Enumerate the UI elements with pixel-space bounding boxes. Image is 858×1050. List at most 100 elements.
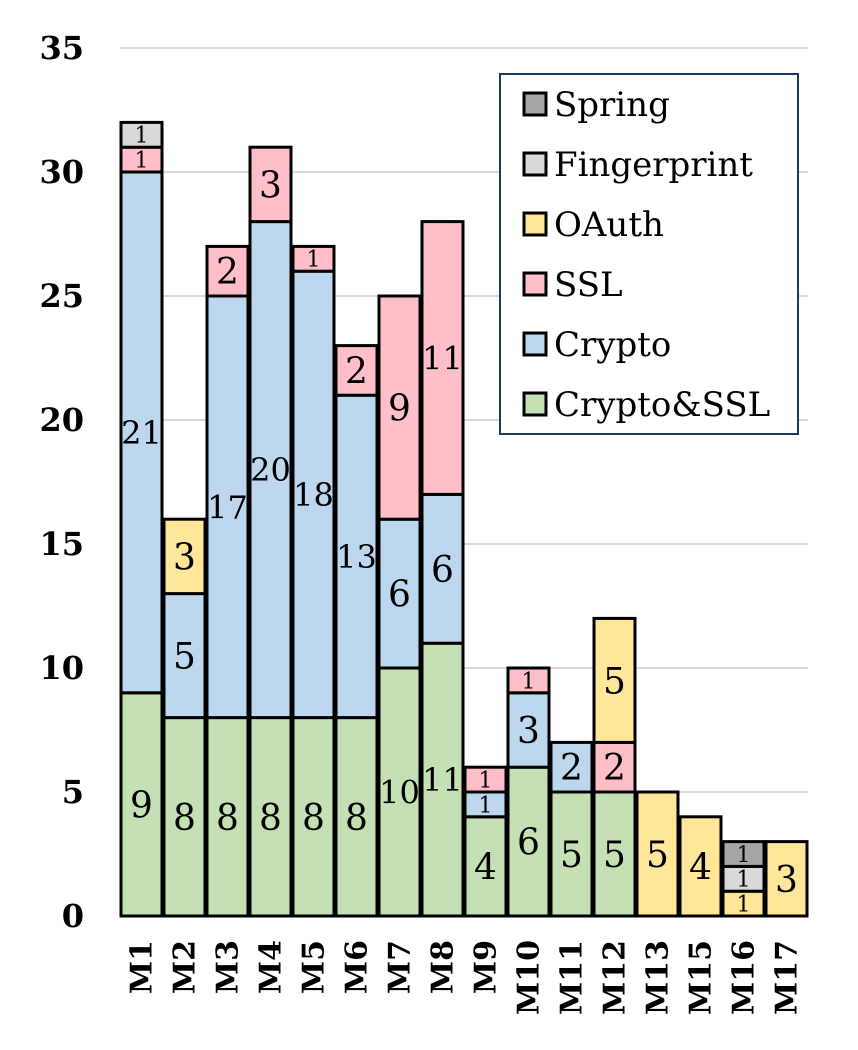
- y-tick-label: 5: [62, 773, 84, 811]
- x-tick-label: M16: [727, 940, 762, 1015]
- y-tick-label: 15: [39, 525, 84, 563]
- data-label: 17: [207, 488, 248, 526]
- data-label: 1: [479, 793, 493, 818]
- data-label: 5: [173, 637, 196, 678]
- data-label: 1: [307, 248, 321, 273]
- bar-segment: [248, 220, 293, 720]
- bars: 9211185381728203818181321069116114116315…: [119, 120, 809, 918]
- bar-segment: [463, 765, 508, 794]
- bar-segment: [549, 790, 594, 918]
- data-label: 2: [345, 351, 368, 392]
- legend: Spring Fingerprint OAuth SSL Crypto Crypto&SS…: [499, 73, 799, 435]
- bar-stack-m1: 9 21 11: [119, 120, 164, 918]
- x-axis-ticks: M1 M2 M3 M4 M5 M6 M7 M8 M9 M10 M11 M12 M13 M15 M16 M17: [125, 940, 805, 1015]
- bar-stack-m3: 8 17 2: [205, 244, 250, 918]
- data-label: 6: [388, 575, 411, 616]
- bar-segment: [119, 170, 164, 695]
- bar-stack-m2: 8 5 3: [162, 517, 207, 918]
- bar-segment: [205, 244, 250, 298]
- bar-segment: [592, 740, 637, 794]
- data-label: 10: [379, 774, 420, 812]
- data-label: 5: [603, 661, 626, 702]
- data-label: 1: [135, 124, 149, 149]
- legend-swatch: [522, 151, 548, 177]
- data-label: 9: [130, 785, 153, 826]
- y-tick-label: 30: [39, 153, 84, 191]
- bar-stack-m7: 10 6 9: [377, 294, 422, 918]
- legend-item: OAuth: [522, 205, 664, 245]
- bar-segment: [764, 840, 809, 918]
- x-tick-label: M10: [512, 940, 547, 1015]
- data-label: 13: [336, 538, 377, 576]
- data-label: 2: [216, 252, 239, 293]
- bar-segment: [420, 220, 465, 496]
- data-label: 2: [603, 748, 626, 789]
- bar-stack-m10: 6 3 1: [506, 666, 551, 918]
- bar-segment: [420, 641, 465, 918]
- legend-label: Fingerprint: [554, 145, 753, 185]
- data-label: 3: [259, 165, 282, 206]
- bar-stack-m11: 52: [549, 740, 594, 918]
- data-label: 20: [250, 451, 291, 489]
- x-tick-label: M5: [297, 940, 332, 994]
- data-label: 5: [603, 835, 626, 876]
- data-label: 8: [216, 798, 239, 839]
- data-label: 6: [517, 823, 540, 864]
- x-tick-label: M17: [770, 940, 805, 1015]
- bar-stack-m5: 8 18 1: [291, 244, 336, 918]
- legend-box: [499, 73, 799, 435]
- data-label: 4: [474, 847, 497, 888]
- bar-segment: [119, 120, 164, 149]
- data-label: 9: [388, 389, 411, 430]
- legend-label: Crypto: [554, 325, 671, 365]
- bar-segment: [162, 592, 207, 720]
- bar-segment: [506, 666, 551, 695]
- data-label: 2: [560, 748, 583, 789]
- bar-segment: [334, 393, 379, 720]
- legend-label: SSL: [554, 265, 623, 305]
- data-label: 3: [517, 711, 540, 752]
- y-tick-label: 0: [62, 897, 84, 935]
- bar-stack-m6: 8 13 2: [334, 344, 379, 918]
- data-label: 5: [560, 835, 583, 876]
- y-tick-label: 20: [39, 401, 84, 439]
- data-label: 4: [689, 847, 712, 888]
- data-label: 21: [121, 414, 162, 452]
- bar-segment: [678, 815, 723, 918]
- y-tick-label: 35: [39, 29, 84, 67]
- bar-segment: [377, 517, 422, 670]
- bar-stack-m16: 111: [721, 840, 766, 918]
- legend-item: Spring: [522, 85, 670, 125]
- bar-segment: [377, 294, 422, 521]
- bar-segment: [549, 740, 594, 794]
- bar-stack-m4: 8 20 3: [248, 145, 293, 918]
- bar-segment: [291, 269, 336, 720]
- x-tick-label: M9: [469, 940, 504, 994]
- bar-segment: [248, 145, 293, 224]
- legend-item: Crypto&SSL: [522, 385, 770, 425]
- bar-stack-m12: 5 2 5: [592, 616, 637, 918]
- x-tick-label: M11: [555, 940, 590, 1015]
- data-label: 8: [259, 798, 282, 839]
- data-label: 18: [293, 476, 334, 514]
- data-label: 1: [135, 149, 149, 174]
- legend-swatch: [522, 91, 548, 117]
- data-label: 1: [479, 769, 493, 794]
- bar-segment: [721, 864, 766, 893]
- x-tick-label: M8: [426, 940, 461, 994]
- legend-item: Crypto: [522, 325, 671, 365]
- bar-stack-m13: 5: [635, 790, 680, 918]
- legend-item: Fingerprint: [522, 145, 753, 185]
- bar-segment: [248, 716, 293, 918]
- data-label: 5: [646, 835, 669, 876]
- bar-segment: [592, 616, 637, 744]
- bar-stack-m17: 3: [764, 840, 809, 918]
- data-label: 3: [775, 860, 798, 901]
- legend-label: Crypto&SSL: [554, 385, 770, 425]
- data-label: 1: [737, 868, 751, 893]
- data-label: 11: [422, 761, 463, 799]
- x-tick-label: M12: [598, 940, 633, 1015]
- x-tick-label: M1: [125, 940, 160, 994]
- bar-segment: [291, 716, 336, 918]
- data-label: 3: [173, 537, 196, 578]
